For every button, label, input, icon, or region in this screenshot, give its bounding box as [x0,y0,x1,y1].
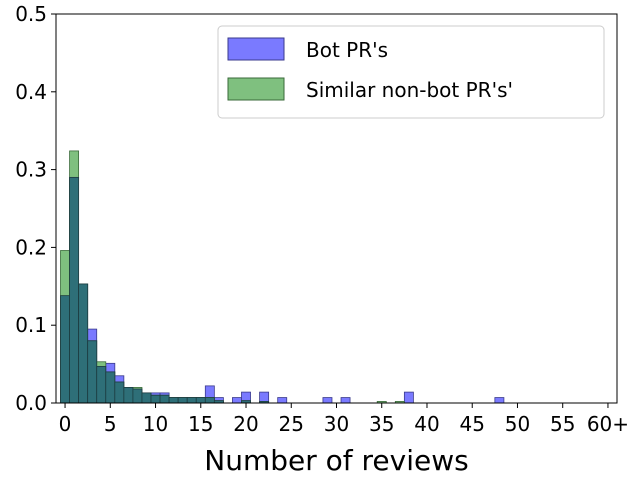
bar-bot-24 [277,397,288,404]
x-tick-label-5: 5 [104,412,117,436]
bar-overlap-9 [141,392,152,404]
bar-bot-29 [322,397,333,404]
y-tick-label-0.5: 0.5 [15,2,47,26]
x-tick-label-20: 20 [233,412,258,436]
x-axis-title: Number of reviews [204,444,468,477]
x-tick-label-55: 55 [550,412,575,436]
bar-overlap-2 [78,283,89,404]
bar-overlap-13 [177,397,188,404]
bar-overlap-1 [69,176,80,404]
x-tick-label-10: 10 [143,412,168,436]
bar-overlap-12 [168,397,179,404]
legend: Bot PR's Similar non-bot PR's' [217,25,605,119]
bar-bot-31 [340,397,351,404]
bar-overlap-6 [114,381,125,404]
bar-bot-19 [232,397,242,404]
x-tick-label-45: 45 [459,412,484,436]
x-tick-label-30: 30 [324,412,349,436]
bar-overlap-10 [150,394,161,404]
x-tick-label-40: 40 [414,412,439,436]
y-axis-ticks: 0.0 0.1 0.2 0.3 0.4 0.5 [15,2,56,415]
x-tick-label-15: 15 [188,412,213,436]
legend-swatch-bot [227,37,285,61]
bars-layer [60,150,505,404]
y-tick-label-0.4: 0.4 [15,80,47,104]
bar-overlap-7 [123,387,134,404]
y-tick-label-0.2: 0.2 [15,235,47,259]
bar-overlap-16 [204,397,215,404]
bar-bot-48 [494,397,505,404]
bar-overlap-0 [60,295,70,404]
y-tick-label-0.3: 0.3 [15,158,47,182]
bar-overlap-8 [132,388,143,404]
bar-overlap-14 [186,397,197,404]
bar-bot-38 [403,391,414,404]
x-tick-label-0: 0 [59,412,72,436]
y-tick-label-0: 0.0 [15,391,47,415]
x-tick-label-35: 35 [369,412,394,436]
y-tick-label-0.1: 0.1 [15,313,47,337]
x-axis-ticks: 0 5 10 15 20 25 30 35 40 45 50 55 60+ [59,403,629,436]
legend-swatch-non-bot [227,77,285,101]
bar-overlap-3 [87,340,98,404]
legend-box [217,25,605,119]
x-tick-label-50: 50 [505,412,530,436]
legend-label-non-bot: Similar non-bot PR's' [306,78,513,102]
bar-overlap-4 [96,366,107,404]
bar-overlap-11 [159,394,170,404]
bar-overlap-5 [105,371,116,404]
x-tick-label-60: 60+ [587,412,629,436]
bar-overlap-15 [195,397,206,404]
x-tick-label-25: 25 [279,412,304,436]
legend-label-bot: Bot PR's [306,38,388,62]
